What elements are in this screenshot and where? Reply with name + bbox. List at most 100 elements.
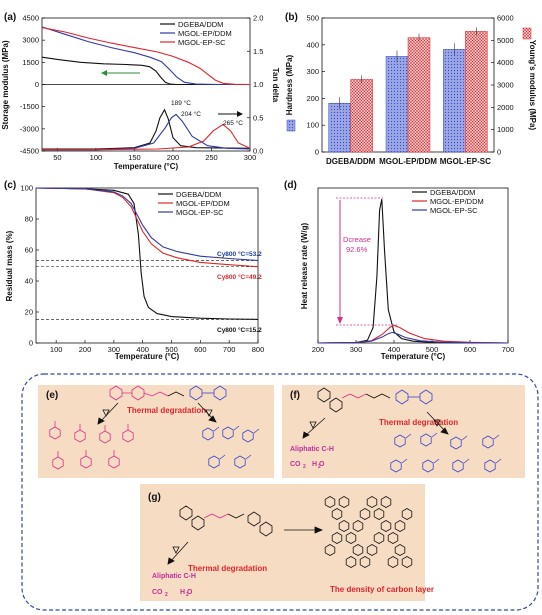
d-series-1	[317, 198, 509, 344]
degradation-schemes: (e) Thermal degradation (f)	[21, 373, 539, 611]
c-ytick-label: 80	[25, 215, 33, 224]
a-xtick-label: 150	[128, 153, 141, 162]
scheme-e-products-blue	[202, 425, 260, 469]
b-left-axis-swatch	[286, 119, 296, 132]
f-product-molecule-blue	[484, 459, 496, 473]
c-annot-3: Cy800 °C=15.2	[217, 326, 262, 334]
scheme-f-product-2: CO	[290, 461, 301, 468]
d-xtick-label: 400	[388, 345, 401, 354]
scheme-e-products-red	[49, 421, 134, 470]
a-ytick-label: 4500	[22, 14, 39, 23]
c-xtick-label: 700	[223, 345, 236, 354]
scheme-e-title: Thermal degradation	[127, 406, 206, 415]
scheme-frame	[21, 373, 539, 611]
g-carbon-ring	[380, 520, 392, 532]
b-bar-modulus	[465, 31, 488, 153]
d-xtick-label: 700	[502, 345, 515, 354]
c-series-3	[35, 187, 259, 262]
a-arrow-right	[218, 111, 243, 117]
e-product-molecule-blue	[242, 429, 254, 443]
g-carbon-ring	[352, 520, 364, 532]
b-ytick-label: 0	[315, 148, 319, 157]
b-ytick-label: 300	[306, 67, 319, 76]
scheme-e-arrows	[97, 402, 217, 425]
f-product-bond	[433, 458, 440, 464]
a-ytick-label: -1500	[20, 102, 39, 111]
c-legend-2: MGOL-EP/DDM	[176, 199, 230, 208]
b2-ytick-label: 3000	[497, 81, 514, 90]
a-xtick-label: 50	[53, 153, 61, 162]
scheme-f-title: Thermal degradation	[379, 418, 458, 427]
e-product-molecule-blue	[222, 426, 234, 440]
f-product-molecule-blue	[422, 459, 434, 473]
c-ytick-label: 20	[25, 308, 33, 317]
scheme-g-title: Thermal degradation	[188, 564, 267, 573]
e-product-molecule-red	[99, 430, 111, 444]
e-product-molecule-red	[74, 429, 86, 443]
a-arrow-left	[101, 70, 140, 76]
a-series-lines	[41, 26, 251, 151]
b-bar-modulus	[407, 37, 431, 153]
plot-c-frame	[35, 187, 259, 344]
scheme-g-product-2: CO	[152, 589, 163, 596]
a-xtick-label: 200	[167, 153, 180, 162]
scheme-g-sub-3: 2	[186, 592, 189, 598]
g-carbon-ring	[394, 520, 406, 532]
panel-d: 200 300 400 500 600 700 (d) Temperature (°C) …	[284, 180, 514, 361]
panel-label-a: (a)	[4, 12, 16, 23]
b-y-ticks: 500 400 300 200 100 0	[306, 14, 325, 157]
g-carbon-ring	[373, 508, 385, 520]
a-peak-2: 204 °C	[181, 110, 201, 118]
f-product-bond	[463, 458, 470, 464]
b-bar-hardness	[328, 102, 351, 153]
c-legend-1: DGEBA/DDM	[176, 190, 221, 199]
b2-ytick-label: 1000	[497, 125, 514, 134]
b-ytick-label: 200	[306, 94, 319, 103]
f-product-bond	[493, 434, 500, 440]
b2-ytick-label: 6000	[497, 14, 514, 23]
c-x-ticks: 100 200 300 400 500 600 700 800	[50, 340, 264, 354]
a-series-1	[41, 56, 250, 86]
d-series-3	[317, 331, 509, 344]
e-product-bond	[253, 428, 260, 434]
f-product-bond	[401, 458, 408, 464]
c-series-1	[35, 187, 259, 320]
f-product-molecule-blue	[420, 433, 432, 447]
a-ytick-label: 1500	[22, 58, 39, 67]
b-y2-ticks: 6000 5000 4000 3000 2000 1000 0	[491, 14, 514, 157]
g-carbon-ring	[345, 532, 357, 544]
a-series-2	[41, 26, 250, 86]
e-product-molecule-red	[122, 429, 134, 443]
a-series-3	[41, 27, 251, 86]
c-legend-3: MGOL-EP-SC	[176, 208, 224, 217]
b-ytick-label: 500	[306, 14, 319, 23]
a-y2label: Tan delta	[271, 68, 280, 103]
a-series-6	[42, 123, 251, 151]
e-product-bond	[213, 426, 220, 432]
c-xtick-label: 200	[79, 345, 92, 354]
plot-d-frame	[317, 187, 509, 344]
d-series-lines	[317, 198, 509, 344]
f-product-bond	[461, 435, 468, 441]
g-carbon-ring	[324, 544, 336, 556]
f-product-molecule-blue	[452, 459, 464, 473]
panel-label-g: (g)	[148, 492, 161, 503]
a-legend-1: DGEBA/DDM	[178, 20, 223, 29]
a-xlabel: Temperature (°C)	[114, 162, 179, 171]
a-xtick-label: 250	[205, 153, 218, 162]
a2-ytick-label: 1.0	[253, 80, 263, 89]
g-carbon-ring	[366, 544, 378, 556]
f-product-molecule-blue	[394, 434, 406, 448]
c-annot-2: Cy800 °C=49.2	[217, 273, 262, 281]
d-ylabel: Heat release rate (W/g)	[300, 223, 309, 310]
e-product-molecule-blue	[234, 455, 246, 469]
b-x-ticks: DGEBA/DDM MGOL-EP/DDM MGOL-EP-SC	[326, 157, 491, 166]
a-series-4	[42, 108, 251, 150]
d-xtick-label: 600	[464, 345, 477, 354]
g-carbon-ring	[324, 496, 336, 508]
d-decrease-arrow	[337, 200, 343, 324]
c-xtick-label: 800	[252, 345, 265, 354]
c-series-2	[35, 187, 259, 268]
